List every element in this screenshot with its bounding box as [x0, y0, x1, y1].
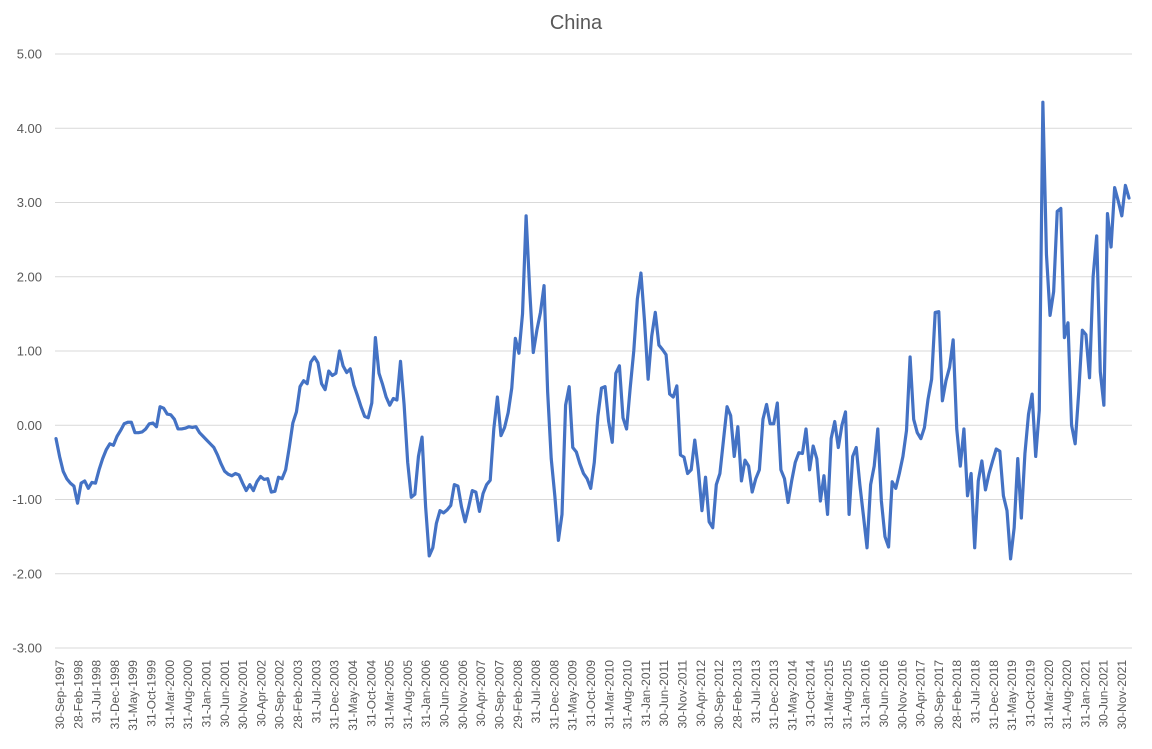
x-tick-label: 31-Dec-2003 — [328, 660, 342, 730]
x-tick-label: 30-Nov-2006 — [456, 660, 470, 730]
x-tick-label: 31-Jan-2016 — [859, 660, 873, 728]
x-tick-label: 31-May-2019 — [1005, 660, 1019, 731]
x-tick-label: 31-Aug-2005 — [401, 660, 415, 730]
y-tick-label: 3.00 — [17, 195, 42, 210]
y-tick-label: 5.00 — [17, 47, 42, 62]
y-axis: 5.00 4.00 3.00 2.00 1.00 0.00 -1.00 -2.00 -3.00 — [12, 47, 42, 656]
x-tick-label: 31-Jan-2011 — [639, 660, 653, 727]
y-tick-label: 1.00 — [17, 344, 42, 359]
x-tick-label: 30-Jun-2016 — [877, 660, 891, 728]
x-tick-label: 30-Sep-2007 — [492, 660, 506, 730]
series-layer — [54, 100, 1131, 561]
x-tick-label: 28-Feb-2003 — [291, 660, 305, 729]
x-tick-label: 31-Mar-2020 — [1042, 660, 1056, 729]
x-tick-label: 30-Sep-2017 — [932, 660, 946, 730]
y-tick-label: 0.00 — [17, 418, 42, 433]
y-tick-label: 4.00 — [17, 121, 42, 136]
x-tick-label: 31-May-2009 — [566, 660, 580, 731]
x-tick-label: 31-Jul-2018 — [969, 660, 983, 724]
x-tick-label: 29-Feb-2008 — [511, 660, 525, 729]
x-tick-label: 30-Apr-2007 — [474, 660, 488, 727]
x-axis: 30-Sep-1997 28-Feb-1998 31-Jul-1998 31-Dec-… — [53, 660, 1129, 731]
x-tick-label: 30-Jun-2021 — [1097, 660, 1111, 728]
x-tick-label: 31-Jan-2006 — [419, 660, 433, 728]
x-tick-label: 30-Apr-2012 — [694, 660, 708, 727]
x-tick-label: 31-May-2004 — [346, 660, 360, 731]
y-tick-label: -2.00 — [12, 566, 42, 581]
x-tick-label: 30-Nov-2016 — [895, 660, 909, 730]
chart-title: China — [550, 12, 603, 34]
series-line — [54, 100, 1131, 561]
x-tick-label: 31-Oct-1999 — [145, 660, 159, 727]
x-tick-label: 31-Jul-2013 — [749, 660, 763, 724]
x-tick-label: 28-Feb-2018 — [950, 660, 964, 729]
x-tick-label: 30-Apr-2017 — [914, 660, 928, 727]
x-tick-label: 31-Oct-2009 — [584, 660, 598, 727]
x-tick-label: 31-Oct-2019 — [1023, 660, 1037, 727]
x-tick-label: 31-Mar-2000 — [163, 660, 177, 729]
x-tick-label: 31-Dec-2008 — [547, 660, 561, 730]
x-tick-label: 31-Dec-2018 — [987, 660, 1001, 730]
x-tick-label: 31-Dec-2013 — [767, 660, 781, 730]
gridlines — [55, 53, 1132, 649]
x-tick-label: 30-Sep-2002 — [273, 660, 287, 730]
y-tick-label: 2.00 — [17, 269, 42, 284]
x-tick-label: 31-Oct-2014 — [804, 660, 818, 727]
x-tick-label: 30-Nov-2011 — [676, 660, 690, 729]
x-tick-label: 30-Apr-2002 — [254, 660, 268, 727]
y-tick-label: -3.00 — [12, 641, 42, 656]
x-tick-label: 31-Mar-2010 — [602, 660, 616, 729]
x-tick-label: 30-Jun-2011 — [657, 660, 671, 727]
x-tick-label: 30-Jun-2006 — [438, 660, 452, 728]
x-tick-label: 31-May-2014 — [785, 660, 799, 731]
x-tick-label: 28-Feb-1998 — [71, 660, 85, 729]
x-tick-label: 31-Dec-1998 — [108, 660, 122, 730]
x-tick-label: 31-Mar-2015 — [822, 660, 836, 729]
x-tick-label: 30-Sep-2012 — [712, 660, 726, 730]
x-tick-label: 30-Sep-1997 — [53, 660, 67, 730]
x-tick-label: 31-Mar-2005 — [383, 660, 397, 729]
x-tick-label: 31-Aug-2010 — [621, 660, 635, 730]
x-tick-label: 31-Jul-1998 — [90, 660, 104, 724]
x-tick-label: 31-Oct-2004 — [364, 660, 378, 727]
x-tick-label: 31-Jan-2001 — [199, 660, 213, 728]
x-tick-label: 31-Jul-2003 — [309, 660, 323, 724]
x-tick-label: 31-Jul-2008 — [529, 660, 543, 724]
y-tick-label: -1.00 — [12, 492, 42, 507]
x-tick-label: 30-Nov-2001 — [236, 660, 250, 730]
x-tick-label: 30-Jun-2001 — [218, 660, 232, 728]
x-tick-label: 31-Aug-2000 — [181, 660, 195, 730]
x-tick-label: 31-Aug-2015 — [840, 660, 854, 730]
x-tick-label: 31-May-1999 — [126, 660, 140, 731]
x-tick-label: 30-Nov-2021 — [1115, 660, 1129, 730]
x-tick-label: 28-Feb-2013 — [730, 660, 744, 729]
x-tick-label: 31-Aug-2020 — [1060, 660, 1074, 730]
x-tick-label: 31-Jan-2021 — [1078, 660, 1092, 728]
